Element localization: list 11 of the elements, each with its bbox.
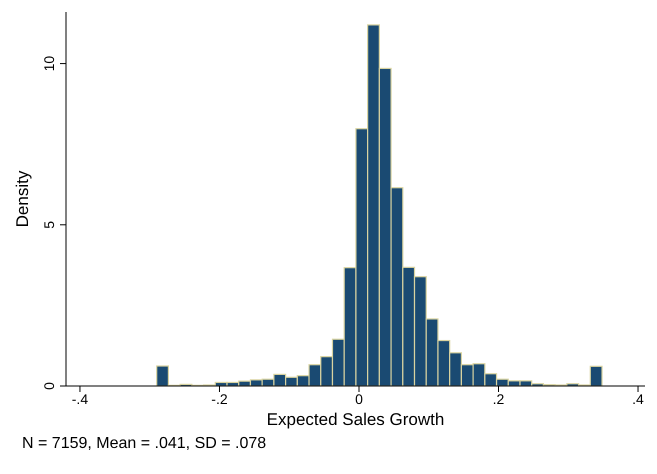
y-tick-label: 0 [41, 382, 57, 390]
y-tick-label: 5 [41, 220, 57, 229]
x-tick-label: -.4 [72, 390, 88, 407]
x-tick-label: -.2 [211, 390, 228, 407]
x-tick-label: .2 [492, 390, 505, 407]
y-axis-title: Density [13, 170, 32, 228]
x-axis-title: Expected Sales Growth [266, 410, 444, 429]
text: N = 7159, Mean = .041, SD = .078 [22, 435, 268, 453]
y-tick-label: 10 [41, 56, 57, 72]
x-tick-label: .4 [632, 390, 644, 407]
x-tick-label: 0 [355, 390, 364, 407]
